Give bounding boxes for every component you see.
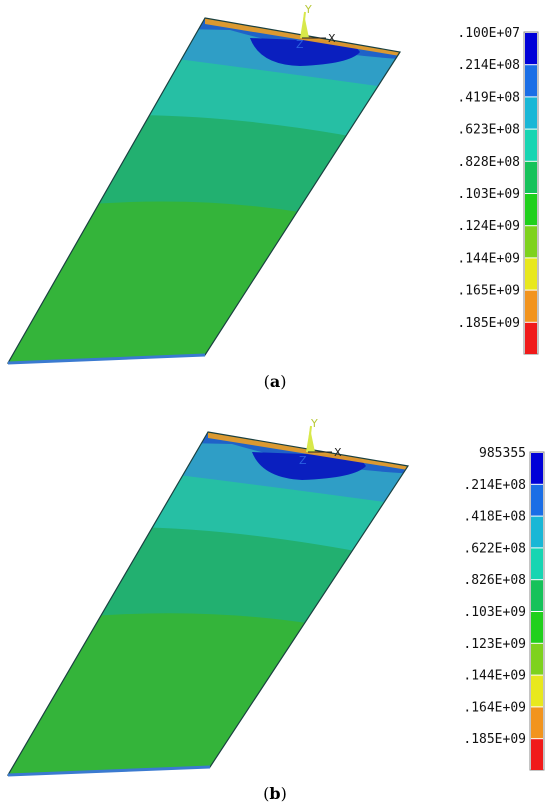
legend-swatch: [531, 453, 543, 484]
legend-label: .214E+08: [463, 478, 526, 493]
caption-letter-a: a: [269, 372, 281, 391]
legend-swatch: [525, 97, 537, 129]
triad-x-label: X: [334, 446, 342, 459]
band-min-blue: [252, 452, 366, 480]
caption-b: (b): [263, 784, 287, 803]
legend-swatch: [531, 516, 543, 548]
legend-swatch: [531, 548, 543, 580]
color-legend-b: 985355 .214E+08 .418E+08 .622E+08 .826E+08 .1…: [463, 446, 545, 771]
triad-y-label: Y: [310, 417, 318, 430]
legend-label: .144E+09: [463, 669, 526, 684]
legend-label: .214E+08: [457, 58, 520, 73]
plate-bottom-edge-b: [7, 765, 211, 777]
legend-swatch: [525, 65, 537, 97]
legend-swatch: [531, 612, 543, 643]
coordinate-triad-a: Y Z X: [296, 3, 336, 51]
legend-label: .623E+08: [457, 123, 520, 138]
legend-label: 985355: [479, 446, 526, 461]
legend-label: .124E+09: [457, 219, 520, 234]
color-legend-a: .100E+07 .214E+08 .419E+08 .623E+08 .828E+08…: [457, 26, 539, 355]
legend-swatch: [525, 290, 537, 322]
legend-swatch: [531, 707, 543, 739]
plate-contours-a: [8, 18, 400, 363]
panel-b: Y Z X 985355 .214E+08 .418E+08 .622E+08 .826…: [0, 412, 550, 811]
triad-z-label: Z: [299, 454, 307, 467]
coordinate-triad-b: Y Z X: [299, 417, 342, 467]
plate-contours-b: [8, 432, 408, 775]
legend-swatch: [525, 226, 537, 258]
legend-label: .418E+08: [463, 510, 526, 525]
panel-a: Y Z X .100E+07 .214E+08 .419E+08 .623E+08 .8…: [0, 0, 550, 405]
triad-x-label: X: [328, 32, 336, 45]
triad-y-arrow: [300, 14, 309, 38]
band-min-blue: [250, 38, 360, 66]
legend-label: .185E+09: [457, 316, 520, 331]
legend-swatch: [531, 675, 543, 707]
legend-label: .826E+08: [463, 573, 526, 588]
legend-swatch: [531, 739, 543, 770]
legend-swatch: [531, 643, 543, 675]
legend-label: .828E+08: [457, 155, 520, 170]
legend-label: .103E+09: [457, 187, 520, 202]
legend-swatch: [525, 161, 537, 193]
legend-swatch: [525, 129, 537, 161]
caption-a: (a): [263, 372, 287, 391]
legend-swatch: [525, 322, 537, 354]
triad-z-label: Z: [296, 38, 304, 51]
legend-label: .622E+08: [463, 541, 526, 556]
legend-label: .164E+09: [463, 700, 526, 715]
legend-swatch: [525, 258, 537, 290]
caption-letter-b: b: [269, 784, 281, 803]
legend-swatch: [525, 33, 537, 65]
legend-label: .144E+09: [457, 251, 520, 266]
legend-label: .165E+09: [457, 284, 520, 299]
legend-label: .103E+09: [463, 605, 526, 620]
legend-label: .419E+08: [457, 90, 520, 105]
legend-label: .123E+09: [463, 637, 526, 652]
legend-label: .185E+09: [463, 732, 526, 747]
legend-label: .100E+07: [457, 26, 520, 41]
contour-plot-a: Y Z X .100E+07 .214E+08 .419E+08 .623E+08 .8…: [6, 3, 539, 365]
legend-swatch: [525, 194, 537, 226]
legend-swatch: [531, 580, 543, 611]
triad-y-label: Y: [304, 3, 312, 16]
legend-swatch: [531, 484, 543, 516]
contour-plot-b: Y Z X 985355 .214E+08 .418E+08 .622E+08 .826…: [6, 417, 545, 777]
triad-y-arrow: [306, 428, 315, 452]
plate-bottom-edge-a: [7, 353, 206, 365]
